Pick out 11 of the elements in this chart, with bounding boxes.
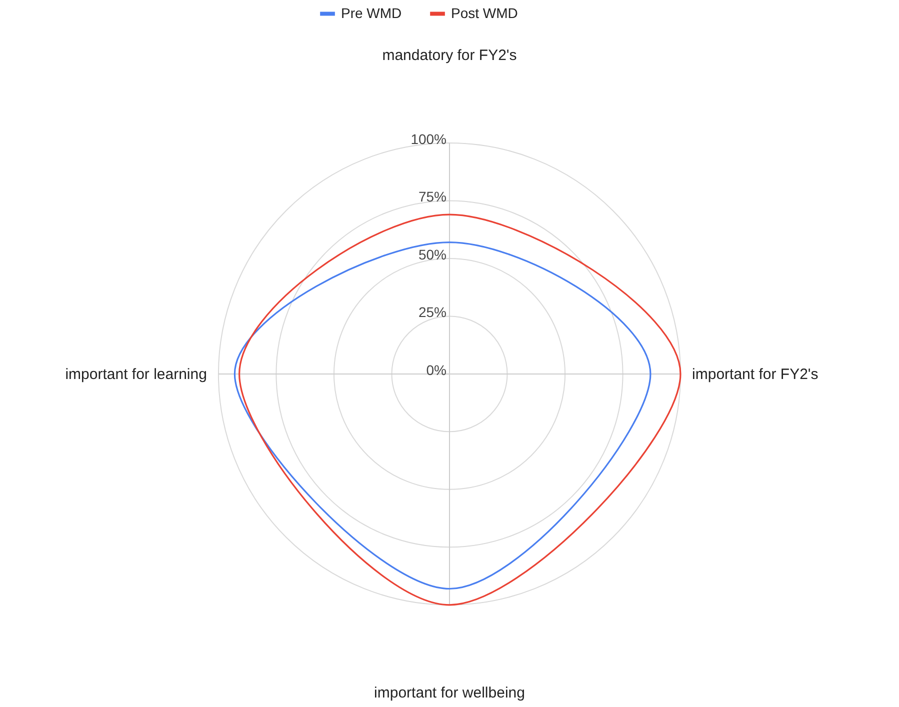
spoke-label: important for learning xyxy=(65,366,207,383)
y-tick-label: 50% xyxy=(418,246,446,262)
spoke-label: important for wellbeing xyxy=(374,684,525,702)
y-tick-label: 100% xyxy=(410,130,446,147)
spoke-label: important for FY2's xyxy=(692,366,818,383)
y-tick-label: 75% xyxy=(418,188,446,205)
legend-label: Pre WMD xyxy=(341,4,402,21)
y-tick-label: 0% xyxy=(426,362,446,378)
y-tick-label: 25% xyxy=(418,304,446,320)
spoke-label: mandatory for FY2's xyxy=(382,47,517,64)
legend-label: Post WMD xyxy=(451,4,518,21)
